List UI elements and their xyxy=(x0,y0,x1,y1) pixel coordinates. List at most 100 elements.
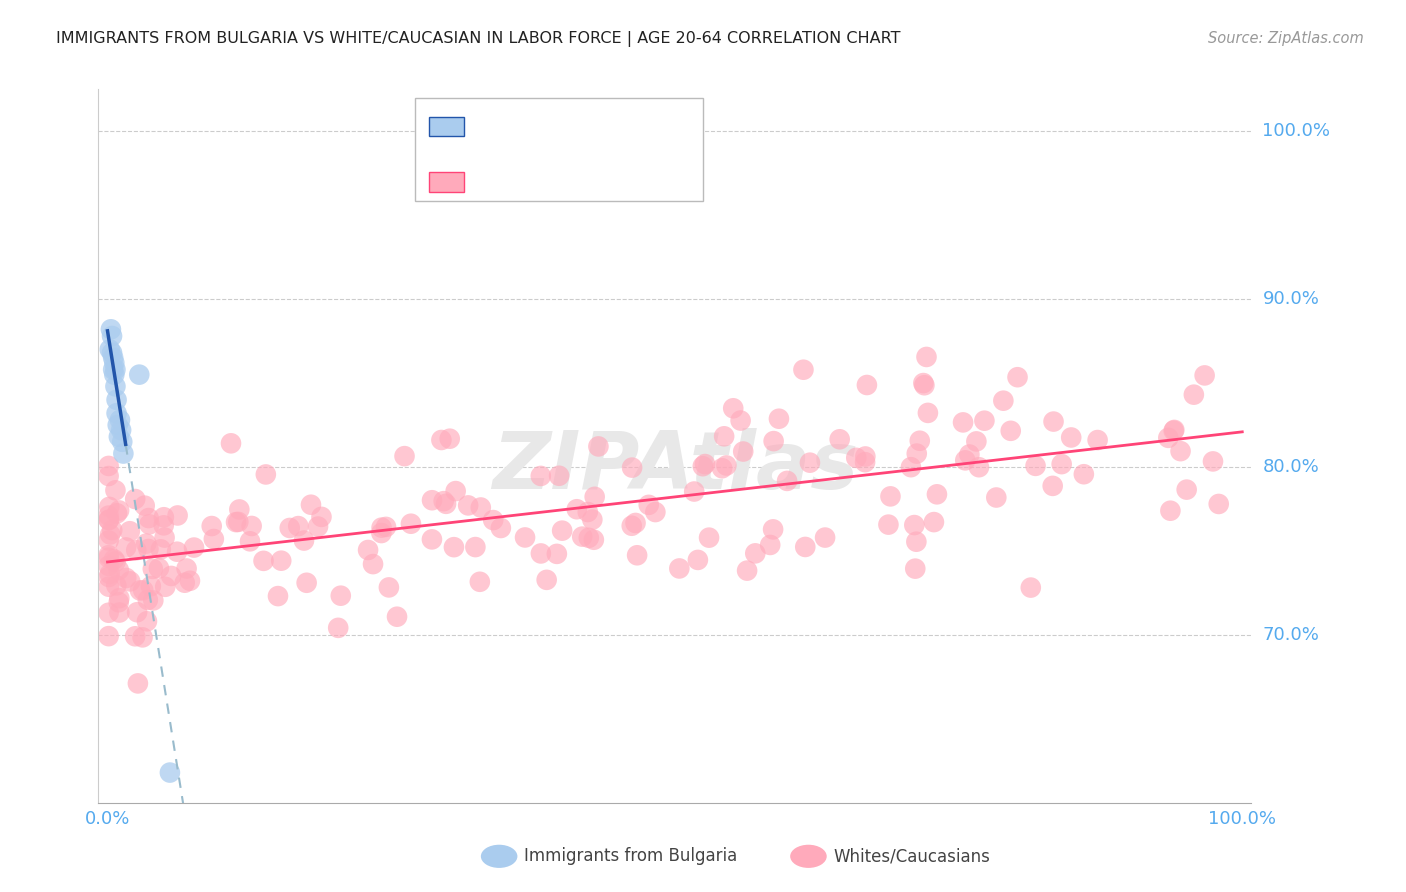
Point xyxy=(129,583,152,598)
Point xyxy=(620,518,643,533)
Point xyxy=(228,502,250,516)
Point xyxy=(105,406,128,420)
Point xyxy=(470,500,492,515)
Point xyxy=(879,489,901,503)
Point xyxy=(776,474,799,488)
Point xyxy=(138,541,160,556)
Point xyxy=(107,595,129,609)
Point xyxy=(98,566,121,581)
Point xyxy=(845,450,868,465)
Point xyxy=(115,541,138,555)
Point xyxy=(135,536,157,550)
Point xyxy=(148,561,170,575)
Point xyxy=(292,533,315,548)
Point xyxy=(124,491,146,506)
Text: 90.0%: 90.0% xyxy=(1263,290,1319,308)
Point xyxy=(799,456,821,470)
Point xyxy=(794,540,817,554)
Point xyxy=(254,467,277,482)
Point xyxy=(713,429,735,443)
Point xyxy=(97,513,120,527)
Point xyxy=(97,606,120,620)
Text: R =: R = xyxy=(474,118,508,136)
Text: Source: ZipAtlas.com: Source: ZipAtlas.com xyxy=(1208,31,1364,46)
Point xyxy=(957,448,980,462)
Point xyxy=(278,521,301,535)
Point xyxy=(912,376,935,390)
Point xyxy=(434,497,457,511)
Point xyxy=(576,505,599,519)
Point xyxy=(97,558,120,573)
Point xyxy=(762,434,785,449)
Point xyxy=(101,329,124,343)
Point xyxy=(142,562,165,576)
Point xyxy=(201,519,224,533)
Point xyxy=(965,434,987,449)
Point xyxy=(546,547,568,561)
Point xyxy=(986,491,1008,505)
Point xyxy=(105,392,128,407)
Point xyxy=(100,322,122,336)
Point xyxy=(792,362,814,376)
Point xyxy=(583,490,606,504)
Point xyxy=(239,534,262,549)
Point xyxy=(225,515,247,529)
Point xyxy=(905,534,928,549)
Point xyxy=(299,498,322,512)
Point xyxy=(856,378,879,392)
Text: 20: 20 xyxy=(623,118,648,136)
Point xyxy=(489,521,512,535)
Point xyxy=(139,579,162,593)
Point xyxy=(152,518,174,533)
Point xyxy=(179,574,201,588)
Point xyxy=(536,573,558,587)
Point xyxy=(160,569,183,583)
Point xyxy=(125,543,148,558)
Point xyxy=(730,413,752,427)
Point xyxy=(176,561,198,575)
Point xyxy=(482,513,505,527)
Point xyxy=(443,540,465,554)
Point xyxy=(828,432,851,446)
Point xyxy=(97,548,120,562)
Point xyxy=(108,413,131,427)
Point xyxy=(361,557,384,571)
Point xyxy=(993,393,1015,408)
Point xyxy=(97,533,120,548)
Point xyxy=(744,546,766,560)
Point xyxy=(104,379,127,393)
Point xyxy=(621,460,644,475)
Point xyxy=(693,457,716,471)
Point xyxy=(108,430,131,444)
Point xyxy=(420,493,443,508)
Text: 70.0%: 70.0% xyxy=(1263,626,1319,644)
Point xyxy=(582,533,605,547)
Point xyxy=(877,517,900,532)
Point xyxy=(716,458,738,473)
Point xyxy=(98,527,121,541)
Point xyxy=(153,531,176,545)
Point xyxy=(267,589,290,603)
Point xyxy=(1170,444,1192,458)
Point xyxy=(328,621,350,635)
Text: N =: N = xyxy=(579,173,613,191)
Point xyxy=(252,554,274,568)
Point xyxy=(101,362,124,376)
Point xyxy=(922,515,945,529)
Point xyxy=(1050,457,1073,471)
Text: N =: N = xyxy=(579,118,613,136)
Point xyxy=(1163,424,1185,438)
Point xyxy=(138,517,160,532)
Point xyxy=(548,468,571,483)
Point xyxy=(1202,454,1225,468)
Point xyxy=(378,581,401,595)
Point xyxy=(644,505,666,519)
Point xyxy=(136,614,159,628)
Point xyxy=(468,574,491,589)
Point xyxy=(1163,423,1185,437)
Point xyxy=(637,498,659,512)
Point xyxy=(530,469,553,483)
Point xyxy=(444,484,467,499)
Point xyxy=(399,516,422,531)
Point xyxy=(202,532,225,546)
